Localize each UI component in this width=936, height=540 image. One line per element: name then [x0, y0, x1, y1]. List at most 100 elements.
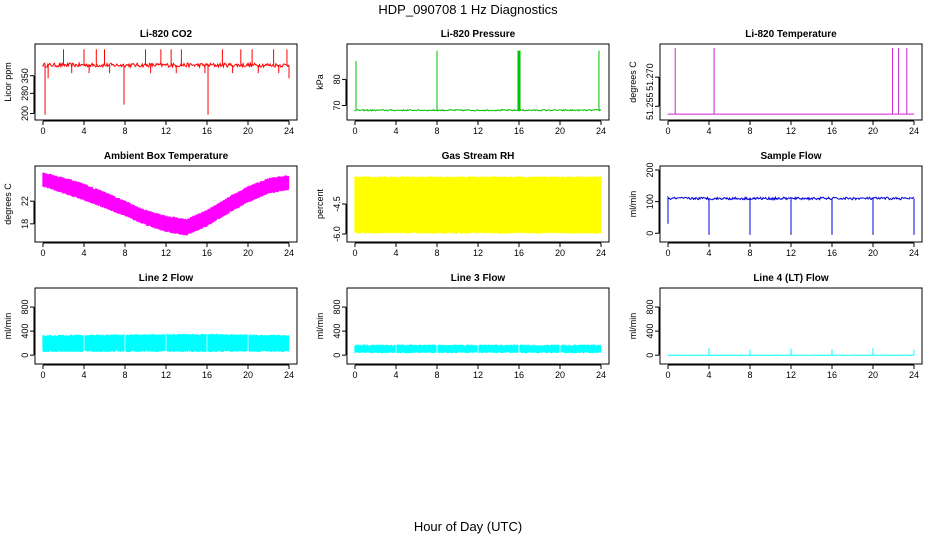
x-tick-label: 8 — [747, 248, 752, 258]
panel-1: Li-820 CO2 0 4 8 12 16 20 24 200 280 350 Licor ppm — [3, 29, 298, 136]
y-tick-label: 200 — [645, 162, 655, 177]
x-tick-label: 0 — [665, 126, 670, 136]
x-tick-label: 12 — [473, 248, 483, 258]
y-axis: 0 400 800 — [20, 300, 35, 358]
x-tick-label: 16 — [514, 248, 524, 258]
y-axis-label: ml/min — [628, 191, 638, 218]
x-axis: 0 4 8 12 16 20 24 — [40, 120, 294, 136]
panel-title: Line 4 (LT) Flow — [753, 273, 829, 284]
x-tick-label: 16 — [827, 370, 837, 380]
y-tick-label: 22 — [20, 196, 30, 206]
y-axis-label: degrees C — [628, 61, 638, 103]
series-marks — [42, 172, 290, 236]
x-tick-label: 12 — [161, 370, 171, 380]
y-tick-label: 80 — [332, 74, 342, 84]
x-tick-label: 0 — [352, 248, 357, 258]
y-axis-label: ml/min — [628, 313, 638, 340]
x-tick-label: 16 — [827, 126, 837, 136]
x-tick-label: 20 — [868, 248, 878, 258]
y-tick-label: -6.0 — [332, 226, 342, 242]
series-marks — [667, 48, 914, 115]
panel-title: Li-820 CO2 — [140, 29, 193, 40]
x-tick-label: 4 — [81, 126, 86, 136]
panel-title: Li-820 Pressure — [441, 29, 516, 40]
x-tick-label: 12 — [786, 370, 796, 380]
series-marks — [354, 50, 602, 112]
x-tick-label: 8 — [122, 126, 127, 136]
x-tick-label: 4 — [81, 370, 86, 380]
x-tick-label: 16 — [202, 126, 212, 136]
x-tick-label: 8 — [122, 248, 127, 258]
y-tick-label: 800 — [645, 300, 655, 315]
x-tick-label: 8 — [434, 126, 439, 136]
x-tick-label: 16 — [827, 248, 837, 258]
x-tick-label: 4 — [393, 370, 398, 380]
y-tick-label: 100 — [645, 194, 655, 209]
y-tick-label: 400 — [332, 324, 342, 339]
series-marks — [354, 176, 602, 234]
x-axis: 0 4 8 12 16 20 24 — [665, 242, 919, 258]
x-axis: 0 4 8 12 16 20 24 — [40, 242, 294, 258]
y-tick-label: 200 — [20, 106, 30, 121]
data-line — [667, 354, 914, 356]
y-tick-label: 51.255 — [645, 93, 655, 121]
y-tick-label: -4.5 — [332, 196, 342, 212]
x-tick-label: 0 — [352, 126, 357, 136]
y-tick-label: 0 — [645, 353, 655, 358]
x-tick-label: 16 — [514, 370, 524, 380]
panel-title: Gas Stream RH — [442, 151, 515, 162]
panel-6: Sample Flow 0 4 8 12 16 20 24 0 100 200 ml/min — [628, 151, 923, 258]
panel-3: Li-820 Temperature 0 4 8 12 16 20 24 51.255 51.27… — [628, 29, 923, 136]
panel-8: Line 3 Flow 0 4 8 12 16 20 24 0 400 800 ml/min — [315, 273, 610, 380]
figure-title: HDP_090708 1 Hz Diagnostics — [378, 2, 558, 17]
y-axis-label: ml/min — [315, 313, 325, 340]
x-tick-label: 12 — [473, 370, 483, 380]
x-tick-label: 4 — [393, 126, 398, 136]
x-tick-label: 24 — [284, 248, 294, 258]
panel-title: Li-820 Temperature — [745, 29, 837, 40]
panel-2: Li-820 Pressure 0 4 8 12 16 20 24 70 80 kPa — [315, 29, 610, 136]
series-marks — [667, 347, 915, 356]
panel-title: Line 3 Flow — [451, 273, 506, 284]
x-tick-label: 0 — [352, 370, 357, 380]
figure-x-axis-label: Hour of Day (UTC) — [414, 519, 522, 534]
x-tick-label: 4 — [706, 248, 711, 258]
plot-frame — [659, 287, 923, 365]
x-axis: 0 4 8 12 16 20 24 — [665, 120, 919, 136]
plot-frame — [659, 43, 923, 121]
x-tick-label: 16 — [202, 248, 212, 258]
x-tick-label: 4 — [706, 126, 711, 136]
series-marks — [42, 333, 290, 353]
y-tick-label: 18 — [20, 219, 30, 229]
y-axis-label: Licor ppm — [3, 62, 13, 102]
y-axis: 0 100 200 — [645, 162, 660, 236]
x-tick-label: 24 — [909, 248, 919, 258]
x-axis: 0 4 8 12 16 20 24 — [352, 364, 606, 380]
y-tick-label: 800 — [332, 300, 342, 315]
plot-frame — [659, 165, 923, 243]
plot-frame — [34, 43, 298, 121]
x-tick-label: 20 — [243, 126, 253, 136]
x-tick-label: 12 — [161, 248, 171, 258]
x-tick-label: 12 — [786, 126, 796, 136]
x-axis: 0 4 8 12 16 20 24 — [665, 364, 919, 380]
x-tick-label: 24 — [284, 370, 294, 380]
y-axis-label: ml/min — [3, 313, 13, 340]
y-tick-label: 400 — [645, 324, 655, 339]
x-tick-label: 12 — [786, 248, 796, 258]
data-line — [354, 108, 602, 112]
x-tick-label: 8 — [747, 126, 752, 136]
x-tick-label: 20 — [868, 126, 878, 136]
x-axis: 0 4 8 12 16 20 24 — [352, 120, 606, 136]
x-tick-label: 20 — [555, 370, 565, 380]
y-axis: -6.0 -4.5 — [332, 196, 347, 242]
panel-5: Gas Stream RH 0 4 8 12 16 20 24 -6.0 -4.5 percent — [315, 151, 610, 258]
panel-title: Ambient Box Temperature — [104, 151, 229, 162]
x-tick-label: 0 — [665, 370, 670, 380]
panel-title: Line 2 Flow — [139, 273, 194, 284]
x-tick-label: 16 — [514, 126, 524, 136]
plot-frame — [34, 287, 298, 365]
y-axis-label: percent — [315, 188, 325, 219]
